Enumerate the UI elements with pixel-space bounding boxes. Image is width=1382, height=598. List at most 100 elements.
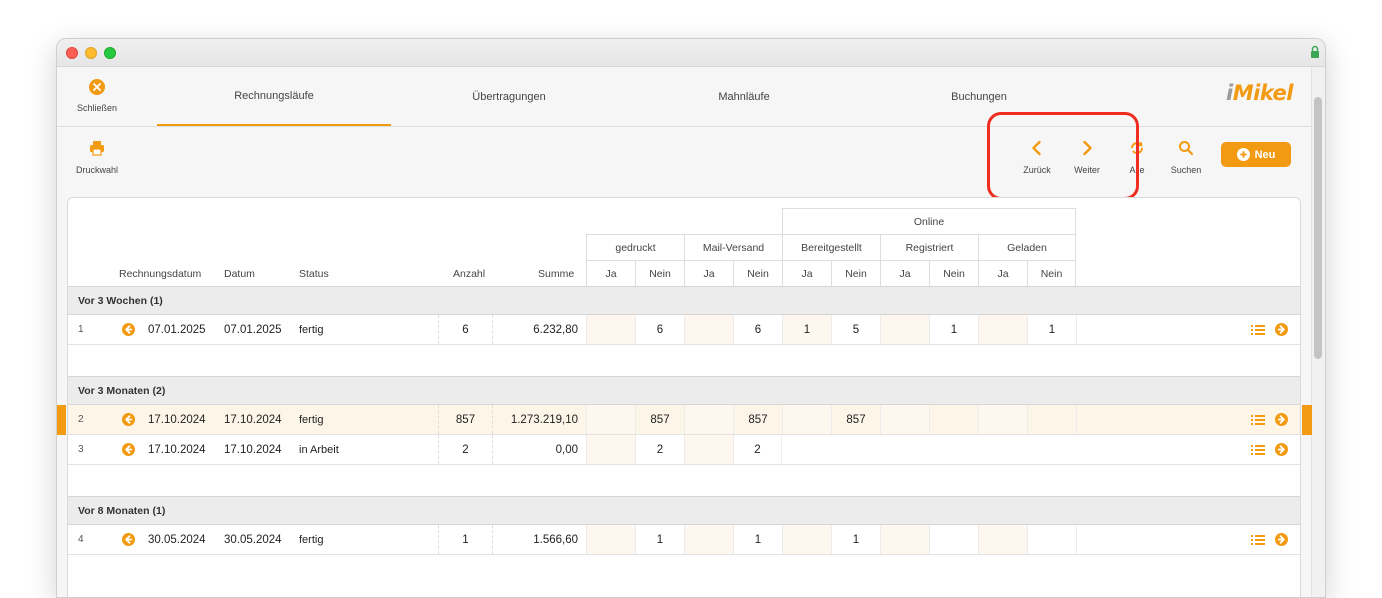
arrow-left-circle-icon[interactable] <box>122 443 135 456</box>
list-icon[interactable] <box>1251 324 1265 336</box>
scrollbar-thumb[interactable] <box>1314 97 1322 359</box>
cell-count <box>586 405 635 434</box>
cell-count <box>880 405 929 434</box>
window-zoom-button[interactable] <box>104 47 116 59</box>
header-bereitgestellt: Bereitgestellt <box>782 234 880 260</box>
tab-buchungen[interactable]: Buchungen <box>951 90 1007 103</box>
arrow-right-circle-icon[interactable] <box>1275 323 1288 336</box>
row-actions <box>1251 525 1288 554</box>
row-index: 4 <box>78 534 84 545</box>
header-gedruckt: gedruckt <box>586 234 684 260</box>
new-button[interactable]: Neu <box>1221 142 1291 167</box>
table-row[interactable]: 4 30.05.2024 30.05.2024 fertig 1 1.566,60 1 1 1 <box>68 525 1300 555</box>
header-online: Online <box>782 208 1076 234</box>
title-bar <box>57 39 1325 67</box>
selected-row-marker-right <box>1302 405 1312 435</box>
cell-count <box>880 315 929 344</box>
group-header: Vor 3 Wochen (1) <box>68 286 1300 315</box>
cell-count <box>880 525 929 554</box>
cell-count: 2 <box>635 435 684 464</box>
tab-uebertragungen[interactable]: Übertragungen <box>472 90 546 103</box>
header-rechnungsdatum[interactable]: Rechnungsdatum <box>119 268 202 280</box>
scrollbar-track[interactable] <box>1311 67 1325 597</box>
printer-icon <box>90 141 104 156</box>
cell-count: 1 <box>635 525 684 554</box>
cell-summe: 0,00 <box>492 435 586 464</box>
print-button[interactable]: Druckwahl <box>69 140 125 175</box>
arrow-right-circle-icon[interactable] <box>1275 443 1288 456</box>
cell-count <box>782 525 831 554</box>
refresh-icon <box>1131 141 1143 154</box>
header-ja: Ja <box>978 260 1027 286</box>
header-nein: Nein <box>733 260 782 286</box>
invoice-runs-table: Online gedruckt Mail-Versand Bereitgeste… <box>67 197 1301 597</box>
row-actions <box>1251 435 1288 464</box>
cell-status: fertig <box>299 413 324 426</box>
imikel-logo: iMikel <box>1226 81 1293 105</box>
table-row[interactable]: 3 17.10.2024 17.10.2024 in Arbeit 2 0,00 2 2 <box>68 435 1300 465</box>
table-row[interactable]: 2 17.10.2024 17.10.2024 fertig 857 1.273.219,… <box>68 405 1300 435</box>
header-registriert: Registriert <box>880 234 978 260</box>
window-close-button[interactable] <box>66 47 78 59</box>
cell-anzahl: 857 <box>438 405 492 434</box>
cell-count <box>684 315 733 344</box>
arrow-right-circle-icon[interactable] <box>1275 413 1288 426</box>
toolbar: Druckwahl Zurück Weiter Alle <box>57 128 1311 198</box>
row-open-left[interactable] <box>122 405 135 434</box>
cell-count: 6 <box>733 315 782 344</box>
row-index: 1 <box>78 324 84 335</box>
cell-count <box>684 525 733 554</box>
cell-count: 857 <box>831 405 880 434</box>
header-mail-versand: Mail-Versand <box>684 234 782 260</box>
header-status[interactable]: Status <box>299 268 329 280</box>
arrow-left-circle-icon[interactable] <box>122 533 135 546</box>
arrow-left-circle-icon[interactable] <box>122 323 135 336</box>
row-open-left[interactable] <box>122 315 135 344</box>
cell-rechnungsdatum: 17.10.2024 <box>148 413 206 426</box>
header-datum[interactable]: Datum <box>224 268 255 280</box>
arrow-left-circle-icon[interactable] <box>122 413 135 426</box>
list-icon[interactable] <box>1251 414 1265 426</box>
header-anzahl[interactable]: Anzahl <box>453 268 486 280</box>
cell-rechnungsdatum: 30.05.2024 <box>148 533 206 546</box>
header-summe[interactable]: Summe <box>538 268 575 280</box>
cell-datum: 17.10.2024 <box>224 413 282 426</box>
chevron-right-icon <box>1083 140 1092 156</box>
close-button[interactable]: Schließen <box>65 79 129 113</box>
column-divider <box>1076 405 1077 434</box>
table-row[interactable]: 1 07.01.2025 07.01.2025 fertig 6 6.232,80 6 6 1 5… <box>68 315 1300 345</box>
cell-count <box>586 525 635 554</box>
cell-anzahl: 6 <box>438 315 492 344</box>
header-nein: Nein <box>635 260 684 286</box>
cell-count <box>586 315 635 344</box>
cell-datum: 30.05.2024 <box>224 533 282 546</box>
cell-count: 2 <box>733 435 782 464</box>
cell-status: in Arbeit <box>299 443 339 456</box>
close-circle-icon <box>89 79 105 95</box>
tab-mahnlaeufe[interactable]: Mahnläufe <box>718 90 770 103</box>
forward-button[interactable]: Weiter <box>1062 140 1112 175</box>
cell-count: 1 <box>929 315 978 344</box>
arrow-right-circle-icon[interactable] <box>1275 533 1288 546</box>
back-button[interactable]: Zurück <box>1012 140 1062 175</box>
cell-rechnungsdatum: 17.10.2024 <box>148 443 206 456</box>
cell-count <box>1027 405 1076 434</box>
cell-count <box>684 405 733 434</box>
close-label: Schließen <box>76 103 118 113</box>
cell-count: 5 <box>831 315 880 344</box>
tab-rechnungslaeufe[interactable]: Rechnungsläufe <box>157 67 391 126</box>
cell-status: fertig <box>299 323 324 336</box>
cell-count <box>684 435 733 464</box>
all-button[interactable]: Alle <box>1117 140 1157 175</box>
row-open-left[interactable] <box>122 525 135 554</box>
list-icon[interactable] <box>1251 444 1265 456</box>
cell-datum: 07.01.2025 <box>224 323 282 336</box>
window-minimize-button[interactable] <box>85 47 97 59</box>
row-actions <box>1251 405 1288 434</box>
cell-summe: 1.566,60 <box>492 525 586 554</box>
header-ja: Ja <box>684 260 733 286</box>
search-button[interactable]: Suchen <box>1162 140 1210 175</box>
list-icon[interactable] <box>1251 534 1265 546</box>
column-divider <box>1076 525 1077 554</box>
row-open-left[interactable] <box>122 435 135 464</box>
